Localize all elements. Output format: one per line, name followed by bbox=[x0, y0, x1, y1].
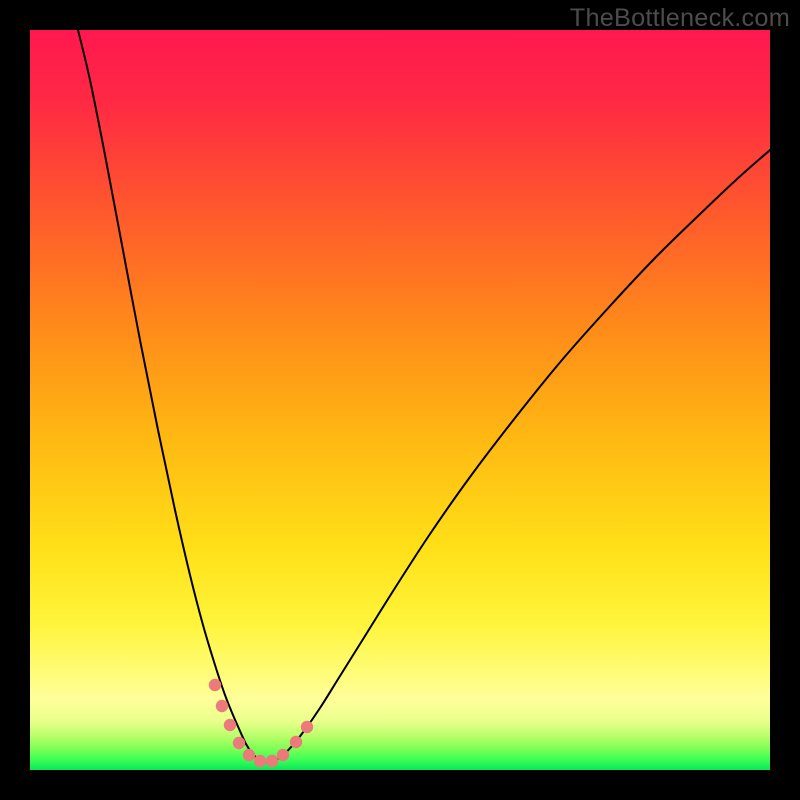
data-marker bbox=[243, 749, 255, 761]
data-marker bbox=[254, 755, 266, 767]
data-marker bbox=[216, 700, 228, 712]
gradient-background bbox=[30, 30, 770, 770]
watermark-text: TheBottleneck.com bbox=[570, 4, 790, 33]
data-marker bbox=[233, 737, 245, 749]
data-marker bbox=[224, 719, 236, 731]
data-marker bbox=[301, 721, 313, 733]
data-marker bbox=[277, 749, 289, 761]
chart-svg bbox=[0, 0, 800, 800]
data-marker bbox=[290, 736, 302, 748]
chart-container: TheBottleneck.com bbox=[0, 0, 800, 800]
data-marker bbox=[266, 755, 278, 767]
data-marker bbox=[209, 679, 221, 691]
